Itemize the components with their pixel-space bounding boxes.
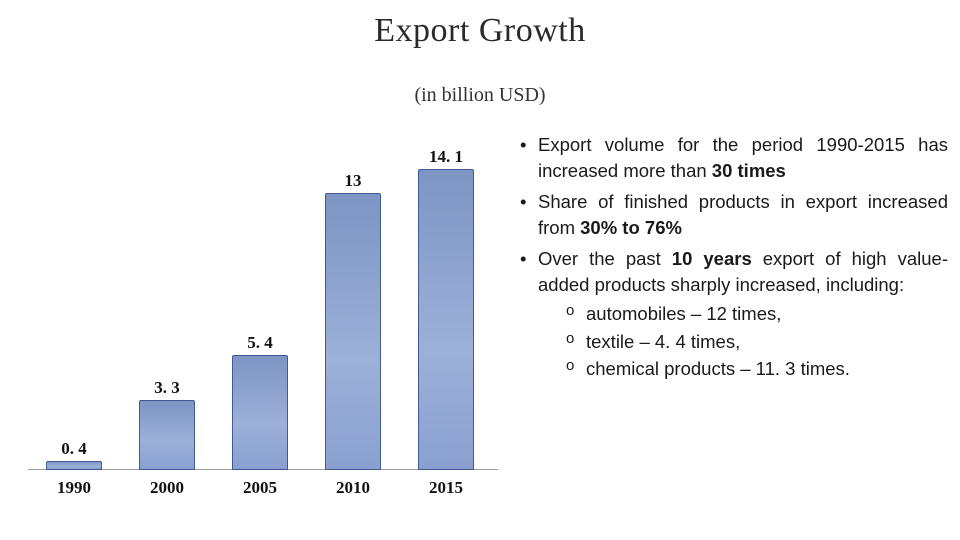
bullet-1: Export volume for the period 1990-2015 h… [518,132,948,183]
export-bar-chart: 0. 4 3. 3 5. 4 13 14. 1 1990 2000 2005 2010 2015 [28,130,498,500]
bullet-1-bold: 30 times [712,160,786,181]
x-tick-label: 2000 [139,478,195,498]
bar-value-label: 3. 3 [139,378,195,398]
bar-value-label: 5. 4 [232,333,288,353]
bar: 0. 4 [46,461,102,470]
bar-value-label: 0. 4 [46,439,102,459]
bar: 5. 4 [232,355,288,470]
bullet-3: Over the past 10 years export of high va… [518,246,948,382]
bar-rect [46,461,102,470]
x-tick-label: 1990 [46,478,102,498]
bar-value-label: 14. 1 [418,147,474,167]
bar: 3. 3 [139,400,195,470]
bullet-3-bold: 10 years [672,248,752,269]
bullet-3-text1: Over the past [538,248,672,269]
x-tick-label: 2015 [418,478,474,498]
bullet-list: Export volume for the period 1990-2015 h… [518,132,948,388]
sub-bullet-2: textile – 4. 4 times, [564,329,948,355]
x-tick-label: 2010 [325,478,381,498]
bar-rect [232,355,288,470]
bar: 13 [325,193,381,470]
bar-rect [418,169,474,470]
bullet-2-bold: 30% to 76% [580,217,682,238]
bar-rect [325,193,381,470]
sub-bullet-3: chemical products – 11. 3 times. [564,356,948,382]
bar: 14. 1 [418,169,474,470]
x-tick-label: 2005 [232,478,288,498]
slide-title: Export Growth [0,12,960,50]
slide: Export Growth (in billion USD) 0. 4 3. 3 5… [0,0,960,540]
sub-bullet-1: automobiles – 12 times, [564,301,948,327]
bar-rect [139,400,195,470]
slide-subtitle: (in billion USD) [0,84,960,107]
x-axis-labels: 1990 2000 2005 2010 2015 [28,470,498,500]
bullet-2: Share of finished products in export inc… [518,189,948,240]
sub-bullet-list: automobiles – 12 times, textile – 4. 4 t… [564,301,948,382]
bar-value-label: 13 [325,171,381,191]
